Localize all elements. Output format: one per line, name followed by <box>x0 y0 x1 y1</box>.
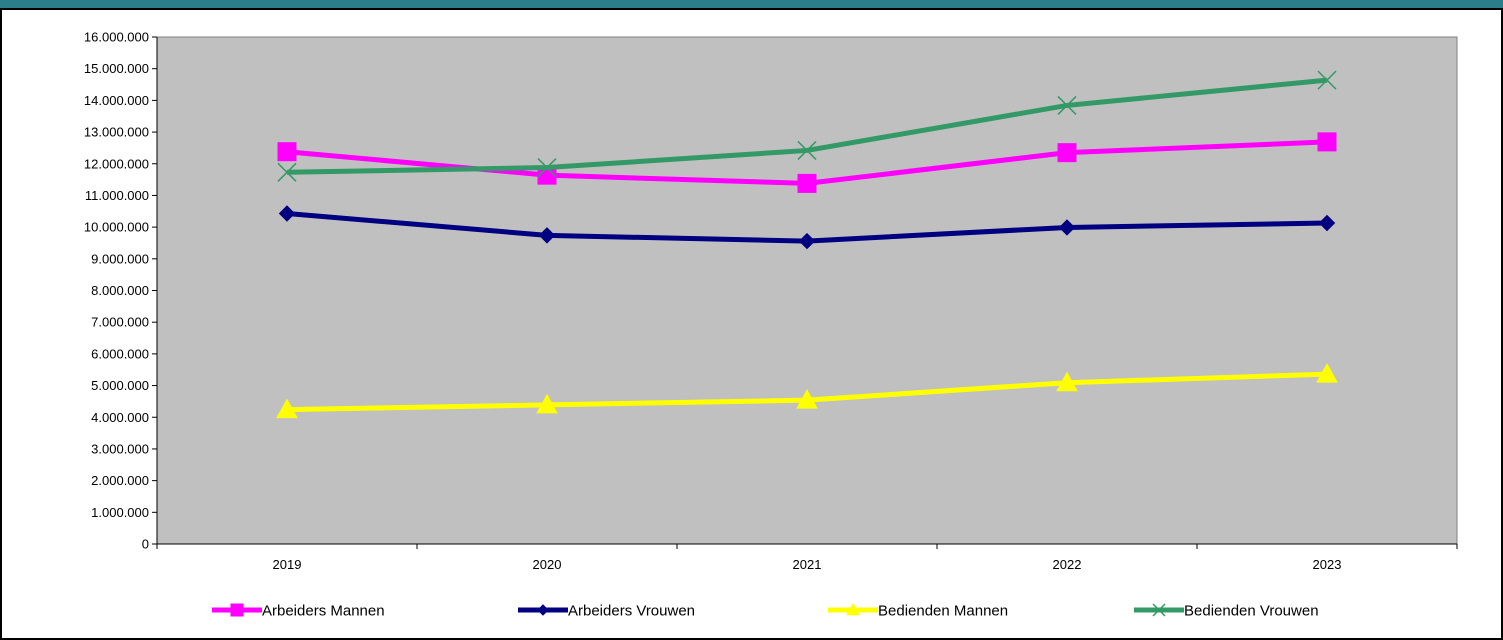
y-tick-label: 5.000.000 <box>91 378 149 393</box>
data-point <box>277 162 297 182</box>
y-tick-label: 6.000.000 <box>91 346 149 361</box>
window-top-band <box>0 0 1503 10</box>
y-tick-label: 14.000.000 <box>84 93 149 108</box>
x-tick-label: 2020 <box>533 557 562 572</box>
y-tick-label: 7.000.000 <box>91 315 149 330</box>
data-point <box>1318 214 1336 232</box>
legend-swatch-marker <box>230 603 244 617</box>
x-tick-label: 2019 <box>273 557 302 572</box>
data-point <box>1057 143 1077 163</box>
data-point <box>276 398 298 419</box>
y-tick-label: 15.000.000 <box>84 61 149 76</box>
y-tick-label: 16.000.000 <box>84 30 149 45</box>
y-tick-label: 9.000.000 <box>91 251 149 266</box>
data-point <box>796 389 818 409</box>
legend-label: Arbeiders Mannen <box>262 603 385 620</box>
y-tick-label: 13.000.000 <box>84 125 149 140</box>
plot-area <box>156 36 1458 545</box>
series-2 <box>276 363 1338 419</box>
series-3 <box>277 70 1337 182</box>
data-point <box>797 173 817 193</box>
x-axis: 2019 2020 2021 2022 2023 <box>156 543 1458 572</box>
data-point <box>1316 363 1338 383</box>
x-tick-label: 2022 <box>1053 557 1082 572</box>
data-point <box>277 142 297 162</box>
legend-label: Bedienden Vrouwen <box>1184 603 1319 620</box>
legend-swatch-marker <box>1152 603 1166 617</box>
data-point <box>797 140 817 160</box>
data-point <box>1056 371 1078 392</box>
y-tick-label: 2.000.000 <box>91 473 149 488</box>
legend: Arbeiders Mannen Arbeiders Vrouwen Bediend… <box>212 603 1319 620</box>
legend-swatch-marker <box>537 604 549 616</box>
data-point <box>1058 219 1076 236</box>
data-point <box>798 232 816 250</box>
data-point <box>278 205 296 222</box>
y-tick-label: 1.000.000 <box>91 505 149 520</box>
legend-item: Arbeiders Mannen <box>212 603 385 620</box>
legend-label: Bedienden Mannen <box>878 603 1008 620</box>
x-tick-label: 2021 <box>793 557 822 572</box>
legend-item: Bedienden Mannen <box>828 603 1008 620</box>
y-tick-label: 4.000.000 <box>91 410 149 425</box>
data-point <box>1317 132 1337 152</box>
data-point <box>536 393 558 414</box>
y-axis: 0 1.000.000 2.000.000 3.000.000 4.000.000 5.0… <box>84 30 158 552</box>
legend-swatch-marker <box>846 602 860 616</box>
y-tick-label: 11.000.000 <box>85 188 149 203</box>
data-point <box>1057 95 1077 115</box>
y-tick-label: 10.000.000 <box>84 220 149 235</box>
data-point <box>537 158 557 178</box>
data-point <box>1317 70 1337 90</box>
series-layer <box>276 70 1338 419</box>
data-point <box>538 227 556 244</box>
y-tick-label: 12.000.000 <box>84 156 149 171</box>
y-tick-label: 3.000.000 <box>91 441 149 456</box>
series-1 <box>278 205 1336 250</box>
y-tick-label: 8.000.000 <box>91 283 149 298</box>
x-tick-label: 2023 <box>1313 557 1342 572</box>
legend-item: Arbeiders Vrouwen <box>518 603 695 620</box>
legend-label: Arbeiders Vrouwen <box>568 603 695 620</box>
legend-item: Bedienden Vrouwen <box>1134 603 1319 620</box>
y-tick-label: 0 <box>142 537 149 552</box>
